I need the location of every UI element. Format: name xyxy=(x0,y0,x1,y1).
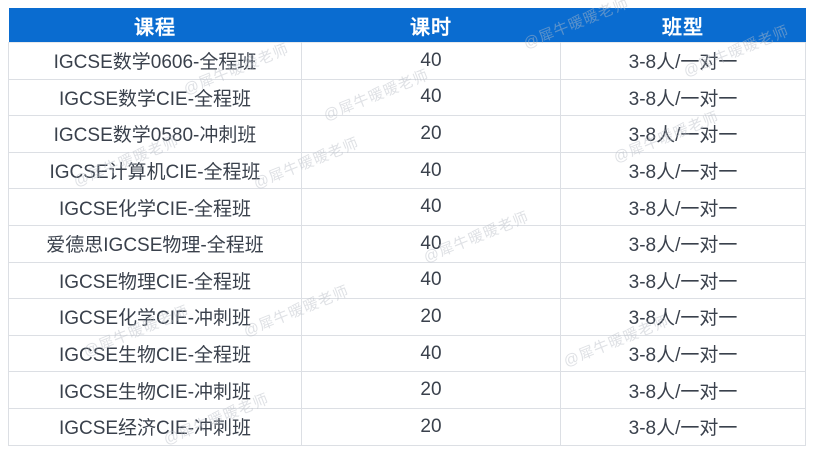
cell-class-type: 3-8人/一对一 xyxy=(560,78,806,117)
cell-class-type: 3-8人/一对一 xyxy=(560,42,806,80)
cell-class-type: 3-8人/一对一 xyxy=(560,151,806,190)
header-course: 课程 xyxy=(8,8,302,43)
cell-course: IGCSE生物CIE-全程班 xyxy=(8,334,302,373)
cell-class-type: 3-8人/一对一 xyxy=(560,224,806,263)
cell-class-type: 3-8人/一对一 xyxy=(560,371,806,409)
table-row: IGCSE数学0606-全程班 40 3-8人/一对一 xyxy=(8,42,806,80)
cell-class-type: 3-8人/一对一 xyxy=(560,407,806,446)
cell-course: IGCSE化学CIE-冲刺班 xyxy=(8,298,302,336)
cell-course: 爱德思IGCSE物理-全程班 xyxy=(8,224,302,263)
cell-hours: 40 xyxy=(301,78,561,117)
cell-course: IGCSE数学CIE-全程班 xyxy=(8,78,302,117)
cell-class-type: 3-8人/一对一 xyxy=(560,334,806,373)
cell-course: IGCSE数学0606-全程班 xyxy=(8,42,302,80)
table-row: IGCSE物理CIE-全程班 40 3-8人/一对一 xyxy=(8,261,806,300)
cell-course: IGCSE计算机CIE-全程班 xyxy=(8,151,302,190)
cell-hours: 40 xyxy=(301,224,561,263)
cell-hours: 40 xyxy=(301,188,561,226)
table-header: 课程 课时 班型 xyxy=(8,8,806,43)
course-schedule-table: 课程 课时 班型 IGCSE数学0606-全程班 40 3-8人/一对一 IGC… xyxy=(8,8,806,446)
table-body: IGCSE数学0606-全程班 40 3-8人/一对一 IGCSE数学CIE-全… xyxy=(8,42,806,446)
cell-hours: 40 xyxy=(301,42,561,80)
header-row: 课程 课时 班型 xyxy=(8,8,806,43)
table-row: 爱德思IGCSE物理-全程班 40 3-8人/一对一 xyxy=(8,224,806,263)
cell-hours: 40 xyxy=(301,334,561,373)
cell-course: IGCSE物理CIE-全程班 xyxy=(8,261,302,300)
cell-hours: 40 xyxy=(301,261,561,300)
cell-class-type: 3-8人/一对一 xyxy=(560,115,806,153)
table-row: IGCSE数学CIE-全程班 40 3-8人/一对一 xyxy=(8,78,806,117)
table-row: IGCSE计算机CIE-全程班 40 3-8人/一对一 xyxy=(8,151,806,190)
cell-class-type: 3-8人/一对一 xyxy=(560,298,806,336)
header-hours: 课时 xyxy=(301,8,561,43)
cell-course: IGCSE数学0580-冲刺班 xyxy=(8,115,302,153)
cell-hours: 20 xyxy=(301,115,561,153)
table-row: IGCSE生物CIE-冲刺班 20 3-8人/一对一 xyxy=(8,371,806,409)
table-row: IGCSE数学0580-冲刺班 20 3-8人/一对一 xyxy=(8,115,806,153)
cell-course: IGCSE化学CIE-全程班 xyxy=(8,188,302,226)
header-class-type: 班型 xyxy=(560,8,806,43)
cell-course: IGCSE生物CIE-冲刺班 xyxy=(8,371,302,409)
cell-hours: 20 xyxy=(301,407,561,446)
cell-course: IGCSE经济CIE-冲刺班 xyxy=(8,407,302,446)
cell-hours: 40 xyxy=(301,151,561,190)
table-row: IGCSE生物CIE-全程班 40 3-8人/一对一 xyxy=(8,334,806,373)
table-row: IGCSE化学CIE-冲刺班 20 3-8人/一对一 xyxy=(8,298,806,336)
cell-class-type: 3-8人/一对一 xyxy=(560,188,806,226)
cell-hours: 20 xyxy=(301,298,561,336)
table-row: IGCSE经济CIE-冲刺班 20 3-8人/一对一 xyxy=(8,407,806,446)
table-row: IGCSE化学CIE-全程班 40 3-8人/一对一 xyxy=(8,188,806,226)
cell-hours: 20 xyxy=(301,371,561,409)
cell-class-type: 3-8人/一对一 xyxy=(560,261,806,300)
